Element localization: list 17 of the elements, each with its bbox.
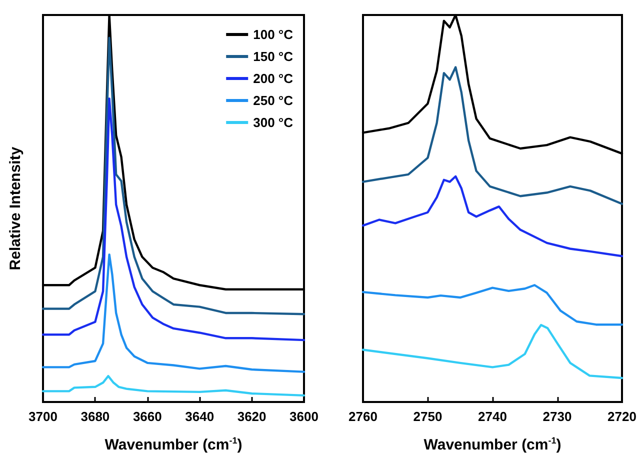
x-tick-label: 2730: [542, 409, 572, 424]
legend-label: 250 °C: [253, 93, 294, 108]
legend-label: 150 °C: [253, 49, 294, 64]
x-tick-label: 3600: [290, 409, 318, 424]
x-tick-label: 2760: [348, 409, 378, 424]
x-tick-label: 3620: [237, 409, 266, 424]
x-tick-label: 2750: [413, 409, 442, 424]
legend-label: 300 °C: [253, 115, 294, 130]
y-axis-title: Relative Intensity: [7, 146, 24, 270]
x-tick-label: 3680: [80, 409, 110, 424]
legend-label: 100 °C: [253, 27, 294, 42]
x-tick-label: 2740: [478, 409, 507, 424]
x-tick-label: 3660: [132, 409, 162, 424]
x-tick-label: 3700: [28, 409, 58, 424]
x-tick-label: 2720: [608, 409, 636, 424]
legend-label: 200 °C: [253, 71, 294, 86]
x-tick-label: 3640: [185, 409, 214, 424]
